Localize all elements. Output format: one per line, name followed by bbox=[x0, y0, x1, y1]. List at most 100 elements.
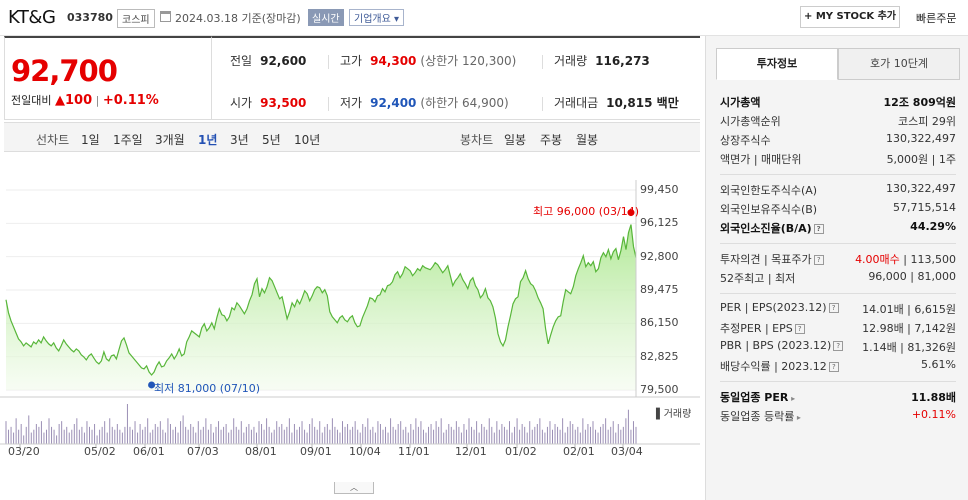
candle-chart-label: 봉차트 bbox=[460, 133, 494, 147]
change-percent: +0.11% bbox=[102, 93, 159, 108]
price-area bbox=[6, 224, 636, 390]
basis-date: 2024.03.18 기준(장마감) bbox=[175, 12, 301, 25]
tab-1d[interactable]: 1일 bbox=[81, 133, 100, 147]
low-marker bbox=[148, 381, 156, 389]
info-row-g1-0: 시가총액 12조 809억원 bbox=[720, 94, 956, 112]
high-marker-label: 최고 96,000 (03/14) bbox=[533, 205, 640, 218]
x-tick-label: 10/04 bbox=[349, 445, 381, 458]
tab-5y[interactable]: 5년 bbox=[262, 133, 281, 147]
stat-volume: 거래량 116,273 bbox=[554, 54, 650, 68]
tab-1y[interactable]: 1년 bbox=[198, 133, 218, 147]
price-line bbox=[5, 224, 637, 376]
info-label: 외국인한도주식수(A) bbox=[720, 184, 818, 197]
info-row-g2-1: 외국인보유주식수(B) 57,715,514 bbox=[720, 201, 956, 219]
tab-weekly[interactable]: 주봉 bbox=[540, 133, 563, 147]
tab-1w[interactable]: 1주일 bbox=[113, 133, 143, 147]
y-tick-label: 96,125 bbox=[640, 216, 679, 230]
company-info-dropdown[interactable]: 기업개요 ▾ bbox=[349, 9, 405, 26]
help-icon[interactable]: ? bbox=[828, 362, 839, 372]
quick-order-link[interactable]: 빠른주문 bbox=[916, 12, 957, 25]
price-chart[interactable] bbox=[0, 152, 700, 482]
line-chart-label: 선차트 bbox=[36, 133, 70, 147]
info-row-g4-1: 추정PER | EPS? 12.98배 | 7,142원 bbox=[720, 320, 956, 338]
y-tick-label: 99,450 bbox=[640, 183, 679, 196]
info-label[interactable]: 동일업종 등락률 ▸ bbox=[720, 410, 801, 423]
tab-3y[interactable]: 3년 bbox=[230, 133, 249, 147]
info-row-g5-1: 동일업종 등락률 ▸ +0.11% bbox=[720, 408, 956, 426]
chevron-up-icon: ︿ bbox=[350, 483, 358, 492]
x-tick-label: 07/03 bbox=[187, 445, 219, 458]
info-row-g4-0: PER | EPS(2023.12)? 14.01배 | 6,615원 bbox=[720, 301, 956, 319]
info-label: 외국인소진율(B/A)? bbox=[720, 220, 824, 236]
stat-amount: 거래대금 10,815 백만 bbox=[554, 96, 679, 110]
help-icon[interactable]: ? bbox=[828, 303, 839, 313]
info-label: 시가총액순위 bbox=[720, 115, 781, 128]
current-price: 92,700 bbox=[11, 54, 118, 88]
x-tick-label: 02/01 bbox=[563, 445, 595, 458]
price-change: 전일대비 ▲100 | +0.11% bbox=[11, 93, 159, 108]
info-value: 130,322,497 bbox=[886, 182, 956, 195]
info-value: 57,715,514 bbox=[893, 201, 956, 214]
info-row-g5-0: 동일업종 PER ▸ 11.88배 bbox=[720, 389, 956, 407]
chart-period-tabs: 선차트 1일 1주일 3개월 1년 3년 5년 10년 봉차트 일봉 주봉 월봉 bbox=[4, 122, 700, 152]
add-mystock-button[interactable]: + MY STOCK 추가 bbox=[800, 6, 900, 28]
info-row-g1-2: 상장주식수 130,322,497 bbox=[720, 132, 956, 150]
collapse-chart-button[interactable]: ︿ bbox=[334, 482, 374, 494]
info-row-g1-1: 시가총액순위 코스피 29위 bbox=[720, 113, 956, 131]
y-tick-label: 86,150 bbox=[640, 316, 679, 330]
y-tick-label: 79,500 bbox=[640, 383, 679, 396]
tab-invest-info[interactable]: 투자정보 bbox=[716, 48, 838, 80]
arrow-right-icon: ▸ bbox=[794, 413, 801, 422]
info-row-g3-0: 투자의견 | 목표주가? 4.00매수 | 113,500 bbox=[720, 251, 956, 269]
info-label: 배당수익률 | 2023.12? bbox=[720, 358, 839, 374]
stat-low: 저가 92,400 (하한가 64,900) bbox=[340, 96, 509, 110]
info-row-g2-0: 외국인한도주식수(A) 130,322,497 bbox=[720, 182, 956, 200]
info-value: 96,000 | 81,000 bbox=[868, 270, 956, 283]
x-tick-label: 09/01 bbox=[300, 445, 332, 458]
tab-10y[interactable]: 10년 bbox=[294, 133, 321, 147]
help-icon[interactable]: ? bbox=[813, 224, 824, 234]
info-label[interactable]: 동일업종 PER ▸ bbox=[720, 391, 796, 404]
x-tick-label: 03/20 bbox=[8, 445, 40, 458]
x-tick-label: 11/01 bbox=[398, 445, 430, 458]
realtime-button[interactable]: 실시간 bbox=[308, 9, 344, 26]
info-value: 5.61% bbox=[921, 358, 956, 371]
info-label: 추정PER | EPS? bbox=[720, 320, 805, 336]
price-box: 92,700 전일대비 ▲100 | +0.11% bbox=[4, 36, 212, 120]
info-row-g1-3: 액면가 | 매매단위 5,000원 | 1주 bbox=[720, 151, 956, 169]
help-icon[interactable]: ? bbox=[813, 255, 824, 265]
info-value: 5,000원 | 1주 bbox=[886, 153, 956, 166]
divider bbox=[720, 293, 956, 294]
info-label: 상장주식수 bbox=[720, 134, 771, 147]
stat-prev: 전일 92,600 bbox=[230, 54, 307, 68]
info-row-g4-3: 배당수익률 | 2023.12? 5.61% bbox=[720, 358, 956, 376]
x-tick-label: 12/01 bbox=[455, 445, 487, 458]
stock-header: KT&G 033780 코스피 2024.03.18 기준(장마감) 실시간 기… bbox=[0, 0, 968, 36]
info-label: PBR | BPS (2023.12)? bbox=[720, 339, 844, 352]
stock-code: 033780 bbox=[67, 11, 113, 24]
market-badge: 코스피 bbox=[117, 9, 155, 28]
up-triangle-icon: ▲ bbox=[54, 93, 65, 108]
x-tick-label: 01/02 bbox=[505, 445, 537, 458]
tab-daily[interactable]: 일봉 bbox=[504, 133, 527, 147]
y-tick-label: 82,825 bbox=[640, 349, 679, 363]
divider bbox=[720, 243, 956, 244]
info-value: 4.00매수 | 113,500 bbox=[855, 253, 956, 266]
help-icon[interactable]: ? bbox=[794, 324, 805, 334]
info-label: 투자의견 | 목표주가? bbox=[720, 251, 824, 267]
stock-name: KT&G bbox=[8, 7, 56, 28]
x-tick-label: 05/02 bbox=[84, 445, 116, 458]
tab-3m[interactable]: 3개월 bbox=[155, 133, 185, 147]
info-label: 외국인보유주식수(B) bbox=[720, 203, 818, 216]
info-value: 14.01배 | 6,615원 bbox=[862, 303, 956, 316]
help-icon[interactable]: ? bbox=[833, 341, 844, 351]
info-row-g3-1: 52주최고 | 최저 96,000 | 81,000 bbox=[720, 270, 956, 288]
info-value: 12.98배 | 7,142원 bbox=[862, 322, 956, 335]
info-label: PER | EPS(2023.12)? bbox=[720, 301, 839, 314]
x-tick-label: 08/01 bbox=[245, 445, 277, 458]
info-label: 52주최고 | 최저 bbox=[720, 272, 796, 285]
y-tick-label: 92,800 bbox=[640, 249, 679, 263]
tab-orderbook[interactable]: 호가 10단계 bbox=[838, 48, 960, 80]
tab-monthly[interactable]: 월봉 bbox=[576, 133, 599, 147]
volume-legend: ▌거래량 bbox=[656, 409, 692, 420]
